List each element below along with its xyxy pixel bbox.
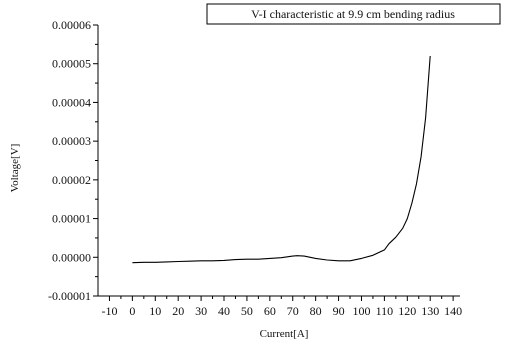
x-tick-label: -10 bbox=[101, 304, 117, 318]
x-tick-label: 80 bbox=[310, 304, 322, 318]
legend: V-I characteristic at 9.9 cm bending rad… bbox=[206, 3, 501, 25]
x-tick-label: 90 bbox=[333, 304, 345, 318]
y-tick-label: -0.00001 bbox=[48, 289, 91, 303]
x-tick-label: 70 bbox=[287, 304, 299, 318]
y-tick-label: 0.00005 bbox=[52, 57, 91, 71]
x-tick-label: 50 bbox=[241, 304, 253, 318]
y-tick-label: 0.00003 bbox=[52, 134, 91, 148]
y-axis-label: Voltage[V] bbox=[9, 144, 21, 193]
y-tick-label: 0.00004 bbox=[52, 95, 91, 109]
legend-box bbox=[206, 3, 501, 25]
x-tick-label: 30 bbox=[195, 304, 207, 318]
legend-entry-label: V-I characteristic at 9.9 cm bending rad… bbox=[251, 7, 455, 21]
x-ticks: -10 0 10 20 30 40 50 60 70 80 90 100 110 120 130 140 bbox=[101, 296, 462, 318]
x-tick-label: 40 bbox=[218, 304, 230, 318]
data-line bbox=[132, 55, 431, 264]
y-tick-label: 0.00006 bbox=[52, 18, 91, 32]
y-ticks: -0.00001 0.00000 0.00001 0.00002 0.00003 0.00… bbox=[48, 18, 98, 303]
x-tick-label: 140 bbox=[444, 304, 462, 318]
x-tick-label: 20 bbox=[172, 304, 184, 318]
x-tick-label: 120 bbox=[398, 304, 416, 318]
x-tick-label: 110 bbox=[376, 304, 394, 318]
y-tick-label: 0.00000 bbox=[52, 250, 91, 264]
x-tick-label: 130 bbox=[421, 304, 439, 318]
x-axis-label: Current[A] bbox=[260, 328, 309, 340]
series bbox=[132, 55, 431, 264]
x-tick-label: 10 bbox=[149, 304, 161, 318]
y-tick-label: 0.00002 bbox=[52, 173, 91, 187]
x-tick-label: 0 bbox=[129, 304, 135, 318]
y-tick-label: 0.00001 bbox=[52, 212, 91, 226]
axes bbox=[97, 25, 460, 297]
x-tick-label: 100 bbox=[352, 304, 370, 318]
x-tick-label: 60 bbox=[264, 304, 276, 318]
